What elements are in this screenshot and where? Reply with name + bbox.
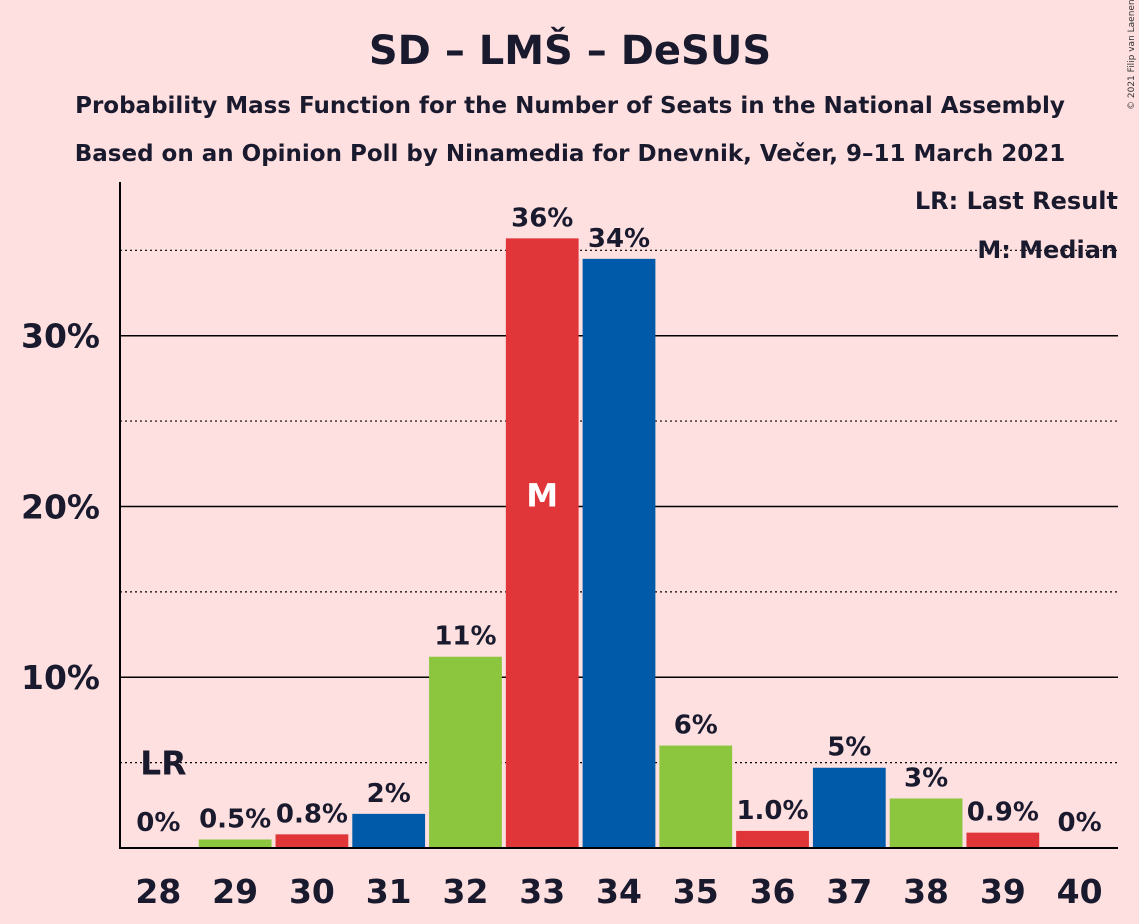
data-label: 0% <box>136 808 180 838</box>
y-tick-label: 20% <box>21 487 100 526</box>
bar <box>429 656 502 848</box>
x-tick-label: 39 <box>980 872 1026 911</box>
bar <box>198 839 272 848</box>
bar <box>659 745 733 848</box>
x-tick-label: 31 <box>366 872 412 911</box>
data-label: 5% <box>827 733 871 763</box>
x-tick-label: 40 <box>1057 872 1103 911</box>
chart-subtitle-2: Based on an Opinion Poll by Ninamedia fo… <box>75 141 1066 167</box>
bar <box>505 238 579 848</box>
data-label: 11% <box>434 622 496 652</box>
x-tick-label: 32 <box>442 872 488 911</box>
bar <box>275 834 349 848</box>
x-tick-label: 36 <box>750 872 796 911</box>
data-label: 0% <box>1058 808 1102 838</box>
data-label: 0.5% <box>199 804 271 834</box>
x-tick-label: 38 <box>903 872 949 911</box>
chart-subtitle-1: Probability Mass Function for the Number… <box>75 93 1065 119</box>
y-tick-labels: 10% 20% 30% <box>21 317 100 698</box>
bar <box>736 830 809 848</box>
data-label: 6% <box>674 711 718 741</box>
x-tick-labels: 28 29 30 31 32 33 34 35 36 37 38 39 40 <box>135 872 1102 911</box>
y-tick-label: 10% <box>21 658 100 697</box>
bar <box>352 813 426 848</box>
data-labels: 0% LR 0.5% 0.8% 2% 11% 36% M 34% 6% 1.0% 5% 3% 0.9% 0% <box>136 203 1101 838</box>
data-label: 3% <box>904 763 948 793</box>
x-tick-label: 28 <box>135 872 181 911</box>
data-label: 34% <box>588 224 650 254</box>
x-tick-label: 30 <box>289 872 335 911</box>
bar <box>812 767 886 848</box>
bar <box>582 258 656 848</box>
legend-last-result: LR: Last Result <box>915 187 1118 215</box>
data-label: 0.9% <box>967 798 1039 828</box>
x-tick-label: 34 <box>596 872 642 911</box>
data-label: 1.0% <box>736 796 808 826</box>
data-label: 36% <box>511 203 573 233</box>
legend-median: M: Median <box>977 236 1118 264</box>
bar <box>889 798 963 848</box>
data-label: 2% <box>367 779 411 809</box>
data-label: 0.8% <box>276 799 348 829</box>
x-tick-label: 29 <box>212 872 258 911</box>
copyright-text: © 2021 Filip van Laenen <box>1127 0 1137 110</box>
x-tick-label: 37 <box>826 872 872 911</box>
bar <box>966 832 1040 848</box>
chart-title: SD – LMŠ – DeSUS <box>369 26 771 74</box>
bars <box>198 238 1040 848</box>
x-tick-label: 35 <box>673 872 719 911</box>
x-tick-label: 33 <box>519 872 565 911</box>
median-marker: M <box>526 476 558 514</box>
y-tick-label: 30% <box>21 317 100 356</box>
last-result-marker: LR <box>140 744 186 783</box>
